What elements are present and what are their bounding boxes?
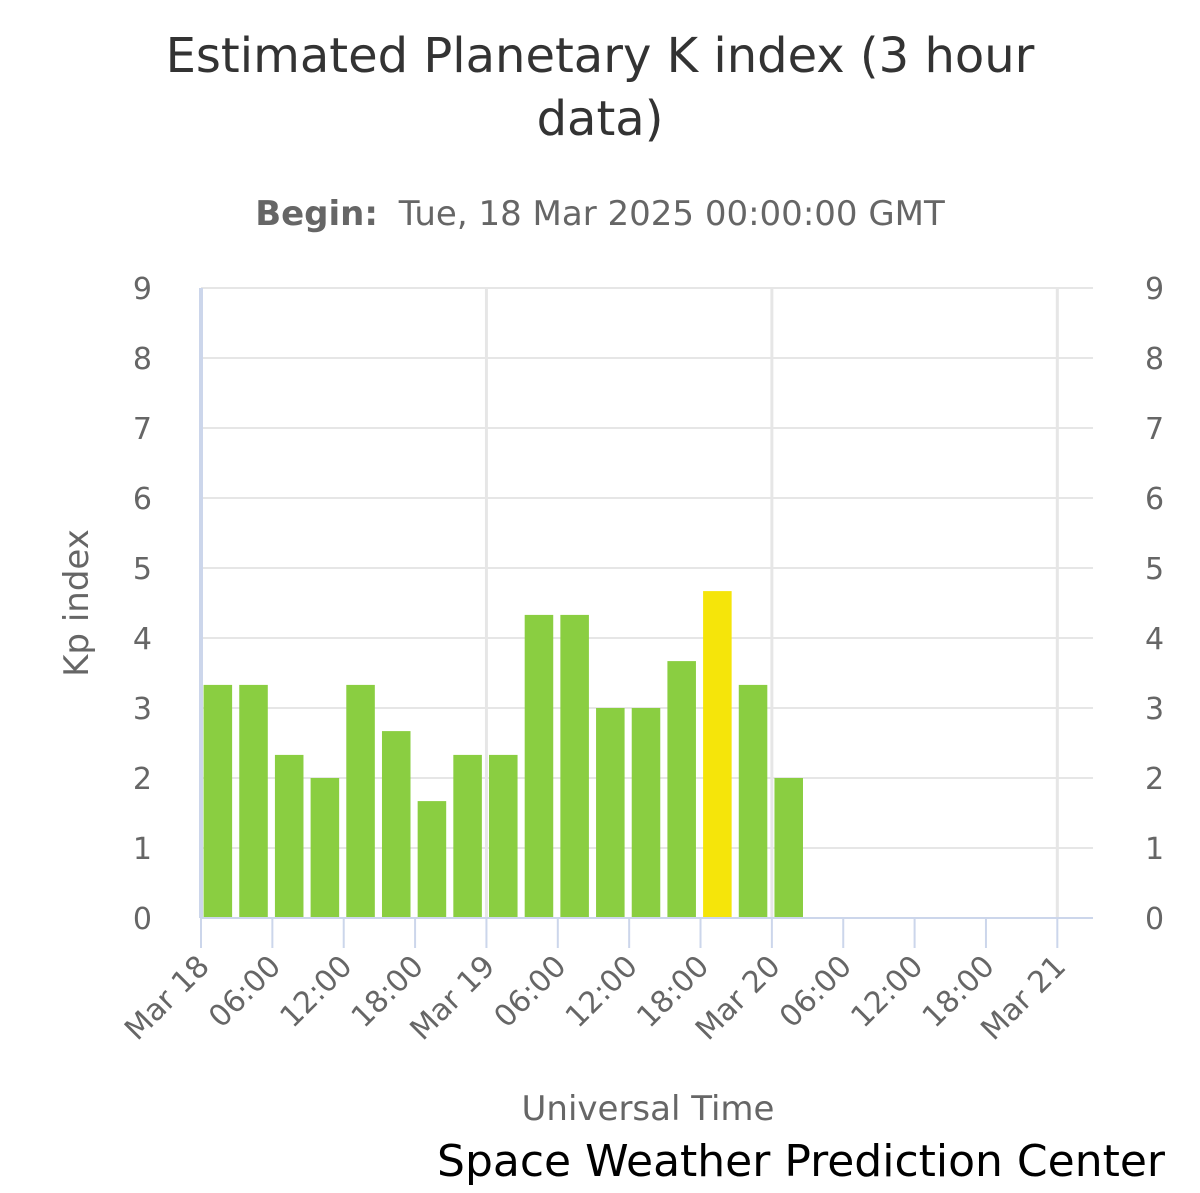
y-tick-label-right: 3 [1145,692,1164,727]
x-tick-label: 12:00 [273,949,359,1035]
bar [631,708,661,918]
y-tick-label-left: 0 [133,902,152,937]
y-tick-label-left: 2 [133,762,152,797]
bar [774,778,803,918]
chart-subtitle: Begin: Tue, 18 Mar 2025 00:00:00 GMT [255,194,945,234]
bar [239,684,268,918]
y-tick-label-left: 7 [133,412,152,447]
y-tick-label-right: 8 [1145,342,1164,377]
y-tick-label-left: 6 [133,482,152,517]
x-tick-label: 12:00 [844,949,930,1035]
bar [738,684,768,918]
bar [524,614,554,918]
y-tick-label-left: 8 [133,342,152,377]
y-tick-label-left: 1 [133,832,152,867]
y-tick-label-left: 4 [133,622,152,657]
bar [560,614,589,918]
y-tick-label-right: 9 [1145,272,1164,307]
bar [203,684,233,918]
x-tick-label: 06:00 [202,949,288,1035]
y-tick-label-left: 5 [133,552,152,587]
y-tick-label-right: 6 [1145,482,1164,517]
y-tick-label-right: 7 [1145,412,1164,447]
y-tick-label-right: 4 [1145,622,1164,657]
subtitle-label: Begin: [255,194,378,234]
y-tick-label-left: 9 [133,272,152,307]
subtitle-value: Tue, 18 Mar 2025 00:00:00 GMT [398,194,945,234]
y-tick-label-right: 0 [1145,902,1164,937]
bar [346,684,375,918]
bars [203,591,803,918]
y-tick-label-right: 2 [1145,762,1164,797]
bar [381,731,411,918]
x-tick-label: 06:00 [773,949,859,1035]
x-tick-label: Mar 18 [118,949,217,1048]
y-tick-label-right: 1 [1145,832,1164,867]
credits: Space Weather Prediction Center [437,1136,1166,1187]
bar [667,661,696,918]
y-tick-label-right: 5 [1145,552,1164,587]
chart-title-line-2: data) [537,91,664,147]
bar [596,708,625,918]
y-axis-title: Kp index [57,529,97,677]
bar [417,801,447,918]
bar [310,778,340,918]
y-tick-label-left: 3 [133,692,152,727]
bar [489,754,518,918]
x-tick-label: 06:00 [488,949,574,1035]
bar [453,754,482,918]
bar [703,591,732,918]
chart-title-line-1: Estimated Planetary K index (3 hour [166,28,1035,84]
x-axis-title: Universal Time [522,1089,775,1129]
x-tick-label: 12:00 [559,949,645,1035]
bar [274,754,304,918]
